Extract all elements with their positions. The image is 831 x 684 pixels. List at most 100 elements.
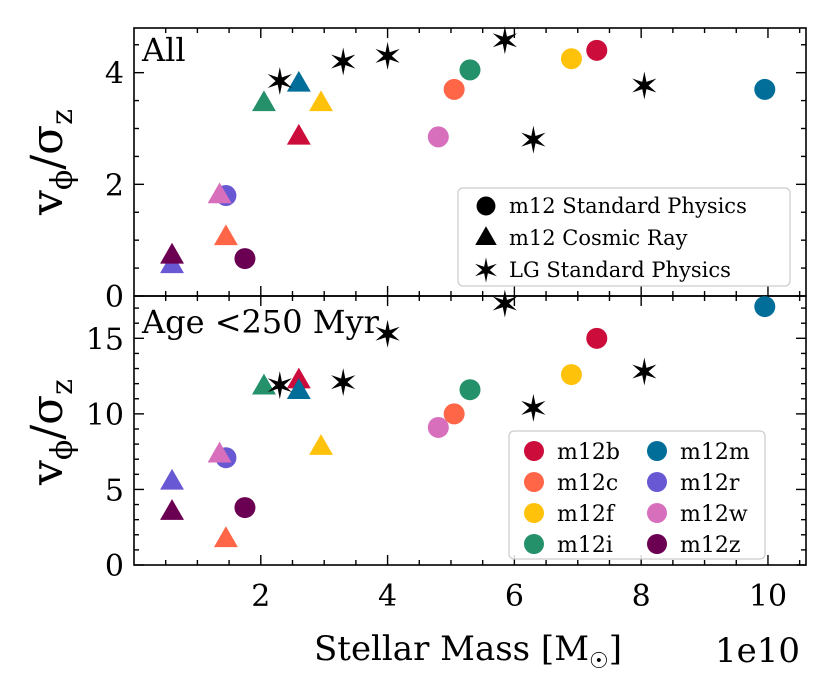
legend-label: m12r bbox=[680, 471, 740, 496]
legend-star-icon bbox=[475, 257, 497, 283]
m12m-circle-point bbox=[754, 78, 776, 100]
legend-label: m12 Cosmic Ray bbox=[509, 226, 688, 250]
m12z-circle-point bbox=[234, 497, 256, 519]
m12i-circle-point bbox=[459, 379, 481, 401]
m12m-triangle-point bbox=[286, 378, 311, 400]
m12i-circle-point bbox=[459, 59, 481, 81]
legend-label: m12m bbox=[680, 440, 750, 465]
lg-star-point bbox=[521, 125, 546, 154]
legend-label: m12c bbox=[557, 471, 618, 496]
m12r-legend-icon bbox=[647, 472, 667, 492]
top-legend: m12 Standard Physics m12 Cosmic Ray LG Sta… bbox=[457, 187, 791, 287]
x-tick-label: 6 bbox=[505, 579, 524, 614]
ylabel-phi: ϕ bbox=[45, 440, 80, 460]
m12b-legend-icon bbox=[524, 441, 544, 461]
m12w-circle-point bbox=[427, 416, 449, 438]
bottom-panel-points bbox=[160, 289, 776, 548]
lg-star-point bbox=[375, 319, 400, 348]
m12f-circle-point bbox=[560, 364, 582, 386]
m12m-legend-icon bbox=[647, 441, 667, 461]
lg-star-point bbox=[267, 371, 292, 400]
legend-label: m12z bbox=[680, 533, 740, 558]
ylabel-v: v bbox=[22, 190, 73, 216]
ylabel-v: v bbox=[22, 460, 73, 486]
ylabel-slash-sigma: /σ bbox=[22, 395, 73, 440]
m12c-triangle-point bbox=[213, 224, 238, 246]
m12r-triangle-point bbox=[160, 468, 184, 490]
ylabel-z: z bbox=[45, 109, 80, 125]
ylabel-phi: ϕ bbox=[45, 170, 80, 190]
m12i-triangle-point bbox=[252, 373, 276, 395]
m12f-triangle-point bbox=[309, 434, 333, 455]
bottom-legend: m12b m12m m12c m12r m12f m12w m12i m12z bbox=[508, 430, 766, 560]
lg-star-point bbox=[632, 357, 657, 386]
legend-label: m12w bbox=[680, 502, 748, 527]
lg-star-point bbox=[267, 67, 292, 96]
y-tick-label: 5 bbox=[105, 473, 124, 508]
x-tick-label: 4 bbox=[378, 579, 397, 614]
m12f-legend-icon bbox=[524, 503, 544, 523]
axes-frame bbox=[133, 295, 807, 566]
top-y-axis-label: vϕ/σz bbox=[22, 109, 80, 216]
legend-label: m12i bbox=[557, 533, 613, 558]
y-tick-label: 0 bbox=[105, 280, 124, 315]
x-axis-label: Stellar Mass [M☉] bbox=[314, 629, 622, 674]
legend-triangle-icon bbox=[475, 226, 497, 246]
bottom-panel-frame bbox=[133, 295, 807, 566]
m12b-triangle-point bbox=[286, 123, 311, 145]
m12w-triangle-point bbox=[207, 441, 232, 463]
m12w-circle-point bbox=[427, 126, 449, 148]
m12b-triangle-point bbox=[286, 367, 311, 389]
m12w-legend-icon bbox=[647, 503, 667, 523]
lg-star-point bbox=[331, 47, 356, 76]
m12b-circle-point bbox=[586, 39, 608, 61]
m12m-circle-point bbox=[754, 296, 776, 318]
m12b-circle-point bbox=[586, 327, 608, 349]
m12z-triangle-point bbox=[160, 499, 184, 520]
m12z-triangle-point bbox=[160, 242, 184, 264]
m12f-circle-point bbox=[560, 48, 582, 70]
ylabel-z: z bbox=[45, 379, 80, 395]
y-tick-label: 10 bbox=[86, 398, 124, 433]
m12f-triangle-point bbox=[309, 90, 333, 112]
top-panel-points bbox=[160, 26, 776, 274]
lg-star-point bbox=[331, 368, 356, 397]
bottom-panel-title: Age <250 Myr bbox=[141, 303, 380, 341]
ylabel-slash-sigma: /σ bbox=[22, 125, 73, 170]
x-tick-label: 8 bbox=[632, 579, 651, 614]
lg-star-point bbox=[375, 41, 400, 70]
legend-box bbox=[457, 187, 791, 287]
m12z-legend-icon bbox=[647, 534, 667, 554]
m12i-legend-icon bbox=[524, 534, 544, 554]
lg-star-point bbox=[632, 71, 657, 100]
bottom-y-axis-label: vϕ/σz bbox=[22, 379, 80, 486]
legend-label: m12f bbox=[557, 502, 616, 527]
m12c-circle-point bbox=[443, 403, 465, 425]
lg-star-point bbox=[521, 393, 546, 422]
m12c-circle-point bbox=[443, 78, 465, 100]
y-tick-label: 0 bbox=[105, 549, 124, 584]
y-tick-label: 4 bbox=[105, 57, 124, 92]
x-tick-label: 2 bbox=[251, 579, 270, 614]
legend-label: m12b bbox=[557, 440, 620, 465]
legend-label: LG Standard Physics bbox=[509, 258, 731, 282]
y-tick-label: 2 bbox=[105, 168, 124, 203]
legend-label: m12 Standard Physics bbox=[509, 194, 747, 218]
y-tick-label: 15 bbox=[86, 322, 124, 357]
xlabel-close: ] bbox=[609, 629, 622, 669]
top-panel-title: All bbox=[141, 31, 186, 69]
xlabel-text: Stellar Mass [M bbox=[314, 629, 589, 669]
x-tick-label: 10 bbox=[749, 579, 787, 614]
m12c-legend-icon bbox=[524, 472, 544, 492]
lg-star-point bbox=[492, 289, 517, 318]
m12m-triangle-point bbox=[286, 70, 311, 92]
m12w-triangle-point bbox=[207, 182, 232, 204]
sun-symbol-icon: ☉ bbox=[589, 649, 609, 674]
lg-star-point bbox=[492, 26, 517, 55]
m12c-triangle-point bbox=[213, 526, 238, 548]
m12z-circle-point bbox=[234, 248, 256, 270]
legend-box bbox=[508, 430, 766, 560]
x-multiplier: 1e10 bbox=[715, 631, 800, 671]
legend-circle-icon bbox=[476, 196, 496, 216]
